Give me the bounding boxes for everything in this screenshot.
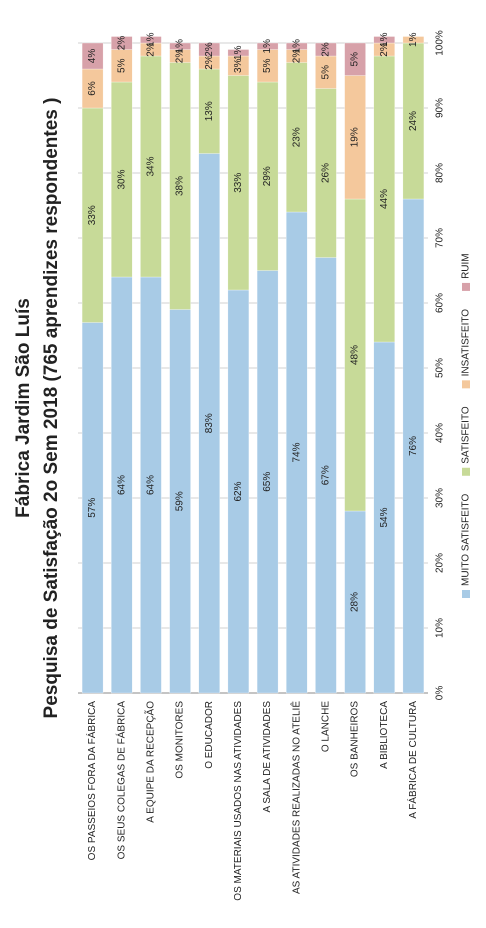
bar-segment bbox=[402, 36, 425, 44]
y-tick-label: A FÁBRICA DE CULTURA bbox=[406, 701, 419, 819]
data-label: 1% bbox=[379, 32, 390, 47]
bar-segment bbox=[198, 42, 220, 57]
data-label: 2% bbox=[291, 49, 302, 64]
data-label: 59% bbox=[175, 491, 186, 511]
y-tick-label: A EQUIPE DA RECEPÇÃO bbox=[144, 701, 157, 823]
y-tick-label: O EDUCADOR bbox=[204, 701, 215, 769]
legend-label: RUIM bbox=[461, 253, 472, 279]
y-tick-label: O LANCHE bbox=[321, 701, 332, 752]
data-label: 33% bbox=[87, 205, 98, 225]
y-tick-label: OS PASSEIOS FORA DA FÁBRICA bbox=[85, 701, 98, 861]
data-label: 64% bbox=[146, 475, 157, 495]
data-label: 5% bbox=[350, 52, 361, 67]
y-tick-label: OS MONITORES bbox=[175, 701, 186, 779]
legend-label: SATISFEITO bbox=[461, 406, 472, 464]
bar-segment bbox=[169, 42, 191, 50]
x-tick-label: 0% bbox=[435, 686, 446, 701]
data-label: 74% bbox=[291, 442, 302, 462]
legend-label: MUITO SATISFEITO bbox=[461, 494, 472, 586]
data-label: 38% bbox=[175, 176, 186, 196]
data-label: 19% bbox=[350, 127, 361, 147]
data-label: 2% bbox=[116, 36, 127, 51]
x-tick-label: 100% bbox=[435, 30, 446, 56]
data-label: 5% bbox=[321, 65, 332, 80]
x-tick-label: 80% bbox=[435, 163, 446, 183]
y-tick-label: OS SEUS COLEGAS DE FÁBRICA bbox=[114, 701, 127, 860]
data-label: 2% bbox=[379, 42, 390, 57]
data-label: 44% bbox=[379, 189, 390, 209]
bar-segment bbox=[256, 42, 279, 50]
x-tick-label: 10% bbox=[435, 618, 446, 638]
data-label: 5% bbox=[116, 58, 127, 73]
data-label: 64% bbox=[116, 475, 127, 495]
data-label: 1% bbox=[146, 32, 157, 47]
bar-segment bbox=[286, 42, 308, 50]
data-label: 26% bbox=[321, 163, 332, 183]
chart-subtitle: Pesquisa de Satisfação 2o Sem 2018 (765 … bbox=[41, 98, 62, 719]
data-label: 57% bbox=[87, 498, 98, 518]
data-label: 1% bbox=[291, 39, 302, 54]
bar-segment bbox=[315, 42, 337, 57]
data-label: 65% bbox=[262, 472, 273, 492]
data-label: 6% bbox=[87, 81, 98, 96]
data-label: 13% bbox=[204, 101, 215, 121]
x-tick-label: 20% bbox=[435, 553, 446, 573]
data-label: 3% bbox=[233, 58, 244, 73]
data-label: 2% bbox=[321, 42, 332, 57]
data-label: 1% bbox=[175, 39, 186, 54]
legend-swatch bbox=[462, 467, 470, 476]
data-label: 4% bbox=[87, 49, 98, 64]
legend-label: INSATISFEITO bbox=[461, 309, 472, 377]
x-tick-label: 70% bbox=[435, 228, 446, 248]
data-label: 83% bbox=[204, 413, 215, 433]
data-label: 2% bbox=[175, 49, 186, 64]
y-tick-label: OS BANHEIROS bbox=[350, 701, 361, 777]
bar-segment bbox=[373, 36, 395, 44]
data-label: 23% bbox=[291, 127, 302, 147]
bar-segment bbox=[111, 36, 133, 50]
y-tick-label: A SALA DE ATIVIDADES bbox=[262, 701, 273, 813]
data-label: 1% bbox=[233, 45, 244, 60]
data-label: 5% bbox=[262, 58, 273, 73]
data-label: 2% bbox=[204, 55, 215, 70]
data-label: 54% bbox=[379, 507, 390, 527]
x-tick-label: 40% bbox=[435, 423, 446, 443]
data-label: 1% bbox=[262, 39, 273, 54]
y-tick-label: AS ATIVIDADES REALIZADAS NO ATELIÊ bbox=[289, 701, 302, 894]
x-tick-label: 90% bbox=[435, 98, 446, 118]
chart-title: Fábrica Jardim São Luís bbox=[13, 298, 34, 518]
y-tick-label: OS MATERIAIS USADOS NAS ATIVIDADES bbox=[233, 701, 244, 901]
data-label: 33% bbox=[233, 173, 244, 193]
data-label: 2% bbox=[146, 42, 157, 57]
x-tick-label: 60% bbox=[435, 293, 446, 313]
data-label: 62% bbox=[233, 481, 244, 501]
bar-segment bbox=[227, 49, 250, 57]
legend-swatch bbox=[462, 590, 470, 598]
bar-segment bbox=[140, 36, 162, 44]
x-tick-label: 30% bbox=[435, 488, 446, 508]
data-label: 1% bbox=[408, 32, 419, 47]
legend-swatch bbox=[462, 282, 470, 291]
x-tick-label: 50% bbox=[435, 358, 446, 378]
data-label: 76% bbox=[408, 436, 419, 456]
data-label: 30% bbox=[116, 169, 127, 189]
data-label: 67% bbox=[321, 465, 332, 485]
legend-swatch bbox=[462, 380, 470, 389]
data-label: 28% bbox=[350, 592, 361, 612]
bar-segment bbox=[344, 42, 366, 76]
data-label: 2% bbox=[204, 42, 215, 57]
bar-segment bbox=[81, 42, 104, 70]
data-label: 29% bbox=[262, 166, 273, 186]
y-tick-label: A BIBLIOTECA bbox=[379, 701, 390, 769]
data-label: 48% bbox=[350, 345, 361, 365]
data-label: 24% bbox=[408, 111, 419, 131]
data-label: 34% bbox=[146, 156, 157, 176]
